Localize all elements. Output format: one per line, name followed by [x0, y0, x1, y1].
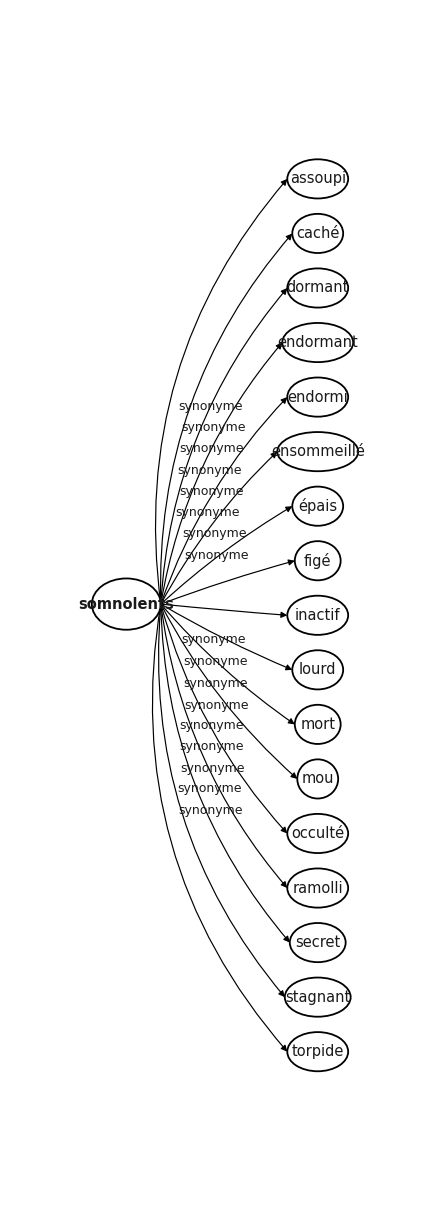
Text: synonyme: synonyme [178, 400, 243, 413]
Text: torpide: torpide [291, 1044, 344, 1060]
Text: figé: figé [304, 552, 332, 569]
Ellipse shape [277, 432, 358, 471]
Text: stagnant: stagnant [285, 989, 350, 1005]
FancyArrowPatch shape [161, 289, 287, 604]
Text: synonyme: synonyme [179, 719, 244, 733]
Text: synonyme: synonyme [179, 442, 243, 455]
FancyArrowPatch shape [161, 344, 281, 604]
Text: synonyme: synonyme [180, 762, 244, 775]
Text: synonyme: synonyme [177, 464, 242, 477]
Text: synonyme: synonyme [184, 549, 249, 562]
Ellipse shape [287, 814, 348, 853]
Text: synonyme: synonyme [179, 484, 244, 498]
Text: synonyme: synonyme [181, 421, 245, 434]
FancyArrowPatch shape [161, 235, 291, 604]
Ellipse shape [287, 1032, 348, 1072]
FancyArrowPatch shape [155, 180, 287, 604]
FancyArrowPatch shape [161, 559, 294, 604]
Ellipse shape [290, 923, 346, 963]
Text: assoupi: assoupi [290, 172, 346, 186]
Text: épais: épais [298, 498, 337, 515]
FancyArrowPatch shape [158, 604, 284, 997]
FancyArrowPatch shape [161, 604, 286, 618]
Text: secret: secret [295, 935, 340, 951]
FancyArrowPatch shape [161, 398, 287, 604]
Text: ensommeillé: ensommeillé [271, 444, 364, 459]
FancyArrowPatch shape [161, 604, 287, 832]
Text: synonyme: synonyme [184, 699, 249, 712]
Text: endormant: endormant [277, 335, 358, 350]
Text: dormant: dormant [287, 281, 349, 295]
FancyArrowPatch shape [161, 604, 289, 942]
Text: synonyme: synonyme [183, 527, 247, 540]
Text: synonyme: synonyme [183, 677, 248, 690]
Ellipse shape [287, 269, 348, 308]
FancyArrowPatch shape [152, 604, 287, 1051]
Text: occulté: occulté [291, 826, 344, 840]
Ellipse shape [297, 759, 338, 798]
Ellipse shape [285, 977, 351, 1017]
Ellipse shape [287, 868, 348, 907]
FancyArrowPatch shape [161, 604, 296, 777]
Text: synonyme: synonyme [176, 506, 240, 520]
Text: somnolents: somnolents [78, 597, 174, 612]
Text: synonyme: synonyme [182, 632, 246, 645]
Ellipse shape [287, 160, 348, 199]
Text: ramolli: ramolli [292, 880, 343, 895]
Text: endormi: endormi [287, 390, 348, 404]
Text: caché: caché [296, 226, 340, 241]
Ellipse shape [287, 596, 348, 635]
Text: lourd: lourd [299, 662, 336, 677]
FancyArrowPatch shape [161, 604, 294, 724]
Ellipse shape [287, 378, 348, 417]
Text: mou: mou [301, 771, 334, 786]
FancyArrowPatch shape [161, 453, 276, 604]
Text: synonyme: synonyme [183, 655, 247, 668]
Text: mort: mort [300, 717, 335, 731]
FancyArrowPatch shape [161, 604, 291, 670]
Ellipse shape [292, 487, 343, 526]
Ellipse shape [295, 705, 341, 744]
Ellipse shape [295, 541, 341, 580]
Text: synonyme: synonyme [178, 782, 242, 796]
Text: synonyme: synonyme [179, 740, 243, 753]
FancyArrowPatch shape [161, 604, 287, 886]
Ellipse shape [92, 579, 161, 630]
Ellipse shape [282, 323, 353, 362]
Text: inactif: inactif [295, 608, 340, 622]
FancyArrowPatch shape [161, 507, 291, 604]
Ellipse shape [292, 650, 343, 689]
Text: synonyme: synonyme [178, 804, 243, 817]
Ellipse shape [292, 214, 343, 253]
